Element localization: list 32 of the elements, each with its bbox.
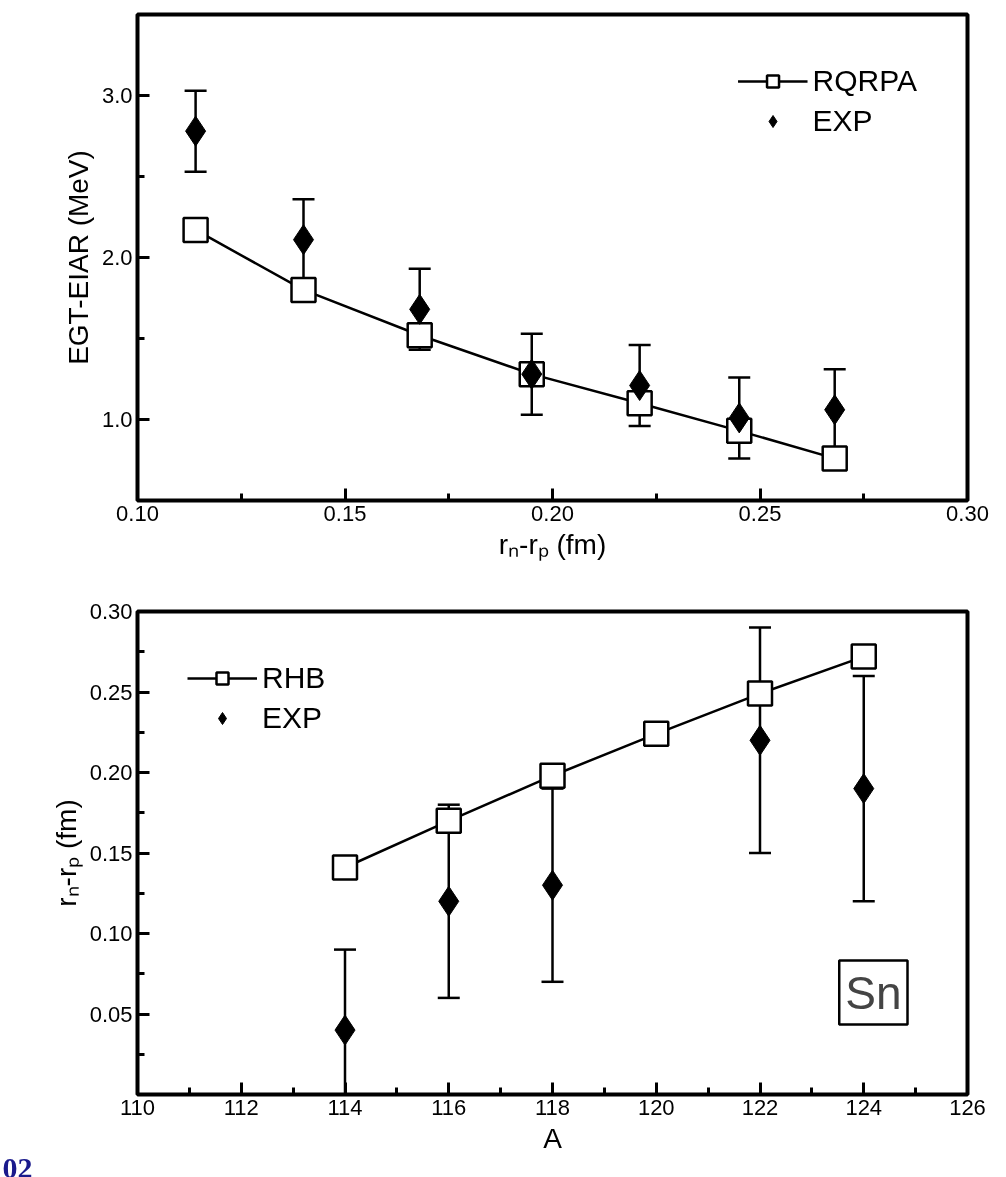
x-tick-label: 0.25	[738, 500, 782, 526]
x-tick-label: 110	[119, 1094, 156, 1120]
x-tick-label: 0.20	[531, 500, 574, 526]
text: 02	[2, 1150, 33, 1177]
x-axis-title: A	[543, 1122, 563, 1154]
x-tick-label: 116	[431, 1094, 467, 1120]
legend-label: RHB	[262, 661, 326, 695]
x-tick-label: 122	[741, 1094, 779, 1120]
y-tick-label: 0.10	[89, 921, 133, 946]
y-tick-label: 3.0	[101, 83, 133, 108]
x-tick-label: 126	[949, 1094, 986, 1120]
y-tick-label: 0.25	[89, 679, 133, 705]
annotation: Sn	[845, 966, 902, 1019]
x-tick-label: 112	[223, 1094, 259, 1120]
legend-label: EXP	[262, 701, 323, 735]
x-tick-label: 0.30	[946, 500, 989, 526]
x-tick-label: 124	[845, 1094, 883, 1120]
x-tick-label: 114	[327, 1094, 363, 1120]
y-tick-label: 0.05	[89, 1001, 133, 1027]
x-tick-label: 120	[637, 1094, 675, 1120]
y-tick-label: 0.20	[89, 760, 133, 785]
legend-label: EXP	[812, 104, 873, 138]
y-tick-label: 1.0	[101, 407, 133, 432]
y-tick-label: 0.30	[89, 599, 133, 624]
y-axis-title: rₙ-rₚ (fm)	[50, 799, 83, 907]
x-tick-label: 118	[534, 1094, 571, 1120]
y-axis-title: EGT-EIAR (MeV)	[62, 150, 94, 365]
legend-label: RQRPA	[812, 64, 917, 98]
y-tick-label: 0.15	[89, 840, 133, 866]
y-tick-label: 2.0	[101, 245, 133, 270]
x-tick-label: 0.15	[323, 500, 367, 526]
x-axis-title: rₙ-rₚ (fm)	[498, 528, 607, 561]
